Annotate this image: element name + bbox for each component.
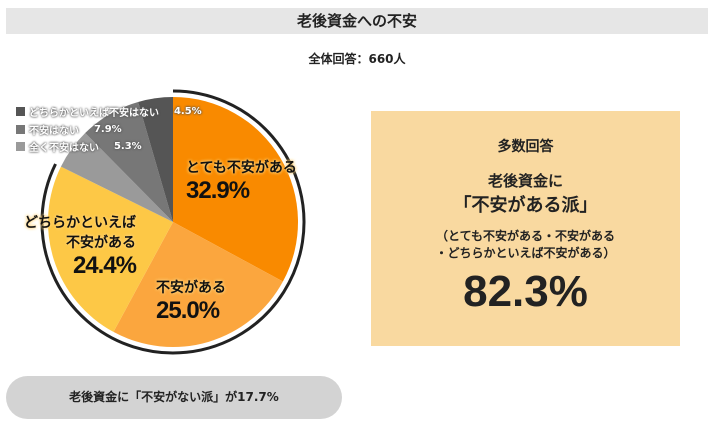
chart-title: 老後資金への不安 [6, 8, 708, 34]
anxious-group-arc [40, 89, 306, 355]
legend-label: 不安はない [29, 126, 79, 137]
pie-slice [47, 166, 173, 332]
slice-label-text: とても不安がある [186, 160, 297, 176]
slice-value: 32.9% [186, 177, 250, 204]
pie-slice [113, 222, 283, 348]
pie-slice [85, 101, 173, 222]
legend-item: どちらかといえば不安はない 4.5% [16, 104, 202, 119]
slice-label-anxious: 不安がある 25.0% [156, 277, 226, 325]
summary-note: （とても不安がある・不安がある [435, 229, 616, 243]
legend-swatch [16, 107, 25, 116]
legend-value: 5.3% [113, 141, 142, 152]
summary-heading: 多数回答 [497, 139, 554, 155]
summary-box: 多数回答 老後資金に 「不安がある派」 （とても不安がある・不安がある ・どちら… [371, 111, 680, 346]
summary-line1: 老後資金に [487, 172, 563, 190]
slice-label-text: 不安がある [156, 280, 226, 296]
legend-swatch [16, 125, 25, 134]
slice-value: 25.0% [156, 297, 220, 324]
legend-value: 7.9% [93, 124, 122, 135]
slice-label-very-anxious: とても不安がある 32.9% [186, 157, 297, 205]
total-respondents: 全体回答：660人 [308, 52, 406, 66]
slice-value: 24.4% [72, 252, 137, 279]
summary-value: 82.3% [463, 267, 588, 316]
slice-label-somewhat-anxious: どちらかといえば 不安がある 24.4% [18, 212, 137, 280]
legend-item: 全く不安はない 5.3% [16, 139, 142, 154]
legend-item: 不安はない 7.9% [16, 122, 122, 137]
legend-label: どちらかといえば不安はない [29, 108, 159, 119]
summary-note: ・どちらかといえば不安がある） [435, 246, 616, 260]
slice-label-text: 不安がある [66, 235, 136, 251]
legend-label: 全く不安はない [29, 143, 99, 154]
legend-swatch [16, 142, 25, 151]
pie-slice [60, 133, 173, 222]
legend-value: 4.5% [173, 106, 202, 117]
summary-line2: 「不安がある派」 [453, 195, 598, 216]
pie-slice [173, 97, 299, 282]
pie-slice [138, 97, 173, 222]
footer-note: 老後資金に「不安がない派」が17.7% [6, 376, 342, 419]
slice-label-text: どちらかといえば [24, 215, 136, 231]
